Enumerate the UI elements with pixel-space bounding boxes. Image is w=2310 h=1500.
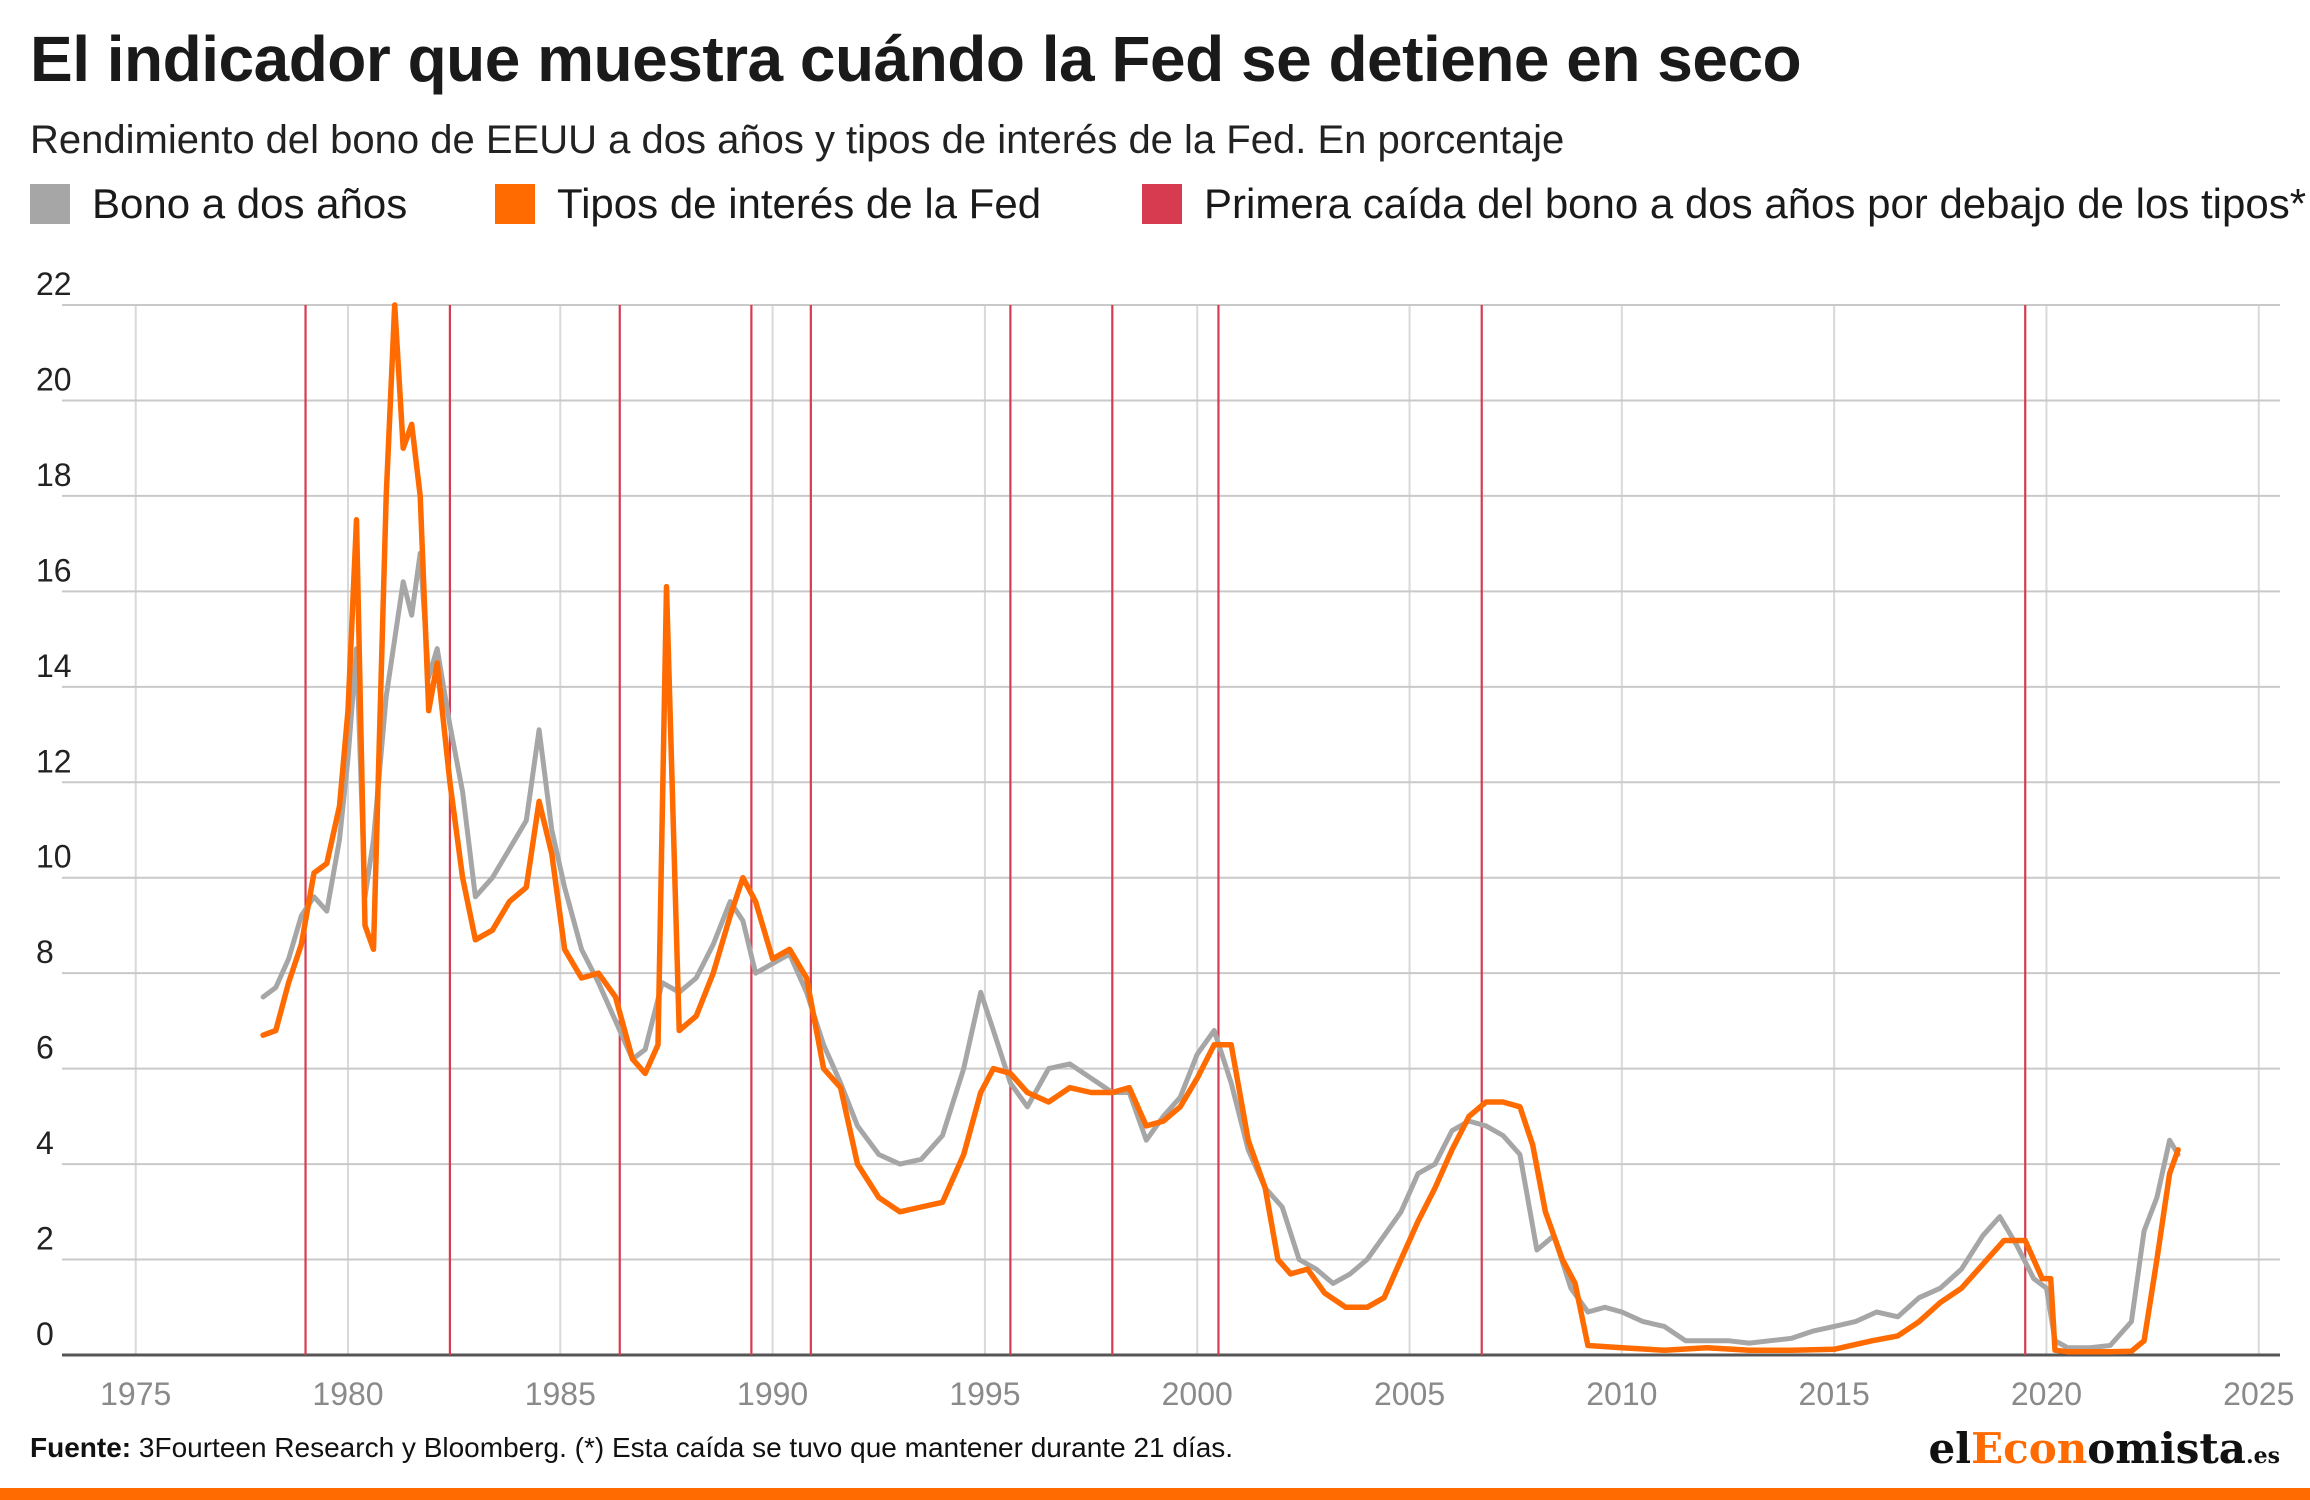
source-text: 3Fourteen Research y Bloomberg. (*) Esta… <box>138 1432 1234 1463</box>
legend-label-primera-caida: Primera caída del bono a dos años por de… <box>1204 180 2307 227</box>
x-tick-label-2005: 2005 <box>1374 1376 1445 1412</box>
x-tick-label-1975: 1975 <box>100 1376 171 1412</box>
y-tick-label-22: 22 <box>36 266 72 302</box>
line-chart: 0 2 4 6 8 10 12 14 16 18 20 22 1975 1980 1985 1990 1995 2… <box>36 266 2294 1412</box>
x-tick-label-1995: 1995 <box>949 1376 1020 1412</box>
y-tick-label-10: 10 <box>36 839 72 875</box>
y-tick-label-18: 18 <box>36 457 72 493</box>
x-tick-label-2020: 2020 <box>2011 1376 2082 1412</box>
x-tick-label-2025: 2025 <box>2223 1376 2294 1412</box>
chart-title: El indicador que muestra cuándo la Fed s… <box>30 23 1802 95</box>
logo-rest: omista <box>2087 1424 2246 1473</box>
bottom-accent-bar <box>0 1488 2310 1500</box>
x-tick-label-1990: 1990 <box>737 1376 808 1412</box>
source-note: Fuente: 3Fourteen Research y Bloomberg. … <box>30 1432 1233 1464</box>
x-tick-label-1980: 1980 <box>312 1376 383 1412</box>
legend-swatch-primera-caida <box>1142 184 1182 224</box>
legend-item-primera-caida: Primera caída del bono a dos años por de… <box>1142 180 2306 228</box>
chart-legend: Bono a dos años Tipos de interés de la F… <box>30 180 2310 240</box>
legend-swatch-fed <box>495 184 535 224</box>
logo-prefix: el <box>1928 1424 1972 1473</box>
y-tick-label-12: 12 <box>36 743 72 779</box>
legend-label-bono: Bono a dos años <box>92 180 408 227</box>
logo-accent: Econ <box>1971 1424 2088 1473</box>
y-tick-label-6: 6 <box>36 1030 54 1066</box>
eleconomista-logo: elEconomista.es <box>1928 1424 2280 1473</box>
legend-label-fed: Tipos de interés de la Fed <box>557 180 1042 227</box>
series-line-bono <box>260 550 2181 1351</box>
x-tick-label-2010: 2010 <box>1586 1376 1657 1412</box>
x-tick-label-1985: 1985 <box>525 1376 596 1412</box>
source-label: Fuente: <box>30 1432 132 1463</box>
y-tick-label-0: 0 <box>36 1316 54 1352</box>
legend-item-bono: Bono a dos años <box>30 180 407 228</box>
y-tick-label-8: 8 <box>36 934 54 970</box>
x-tick-label-2015: 2015 <box>1799 1376 1870 1412</box>
x-tick-label-2000: 2000 <box>1162 1376 1233 1412</box>
y-tick-label-4: 4 <box>36 1125 54 1161</box>
logo-tld: .es <box>2245 1443 2280 1469</box>
y-tick-label-20: 20 <box>36 361 72 397</box>
legend-swatch-bono <box>30 184 70 224</box>
y-tick-label-14: 14 <box>36 648 72 684</box>
y-tick-label-16: 16 <box>36 552 72 588</box>
y-tick-label-2: 2 <box>36 1221 54 1257</box>
series-line-fed <box>260 302 2181 1355</box>
chart-subtitle: Rendimiento del bono de EEUU a dos años … <box>30 118 1565 162</box>
legend-item-fed: Tipos de interés de la Fed <box>495 180 1041 228</box>
